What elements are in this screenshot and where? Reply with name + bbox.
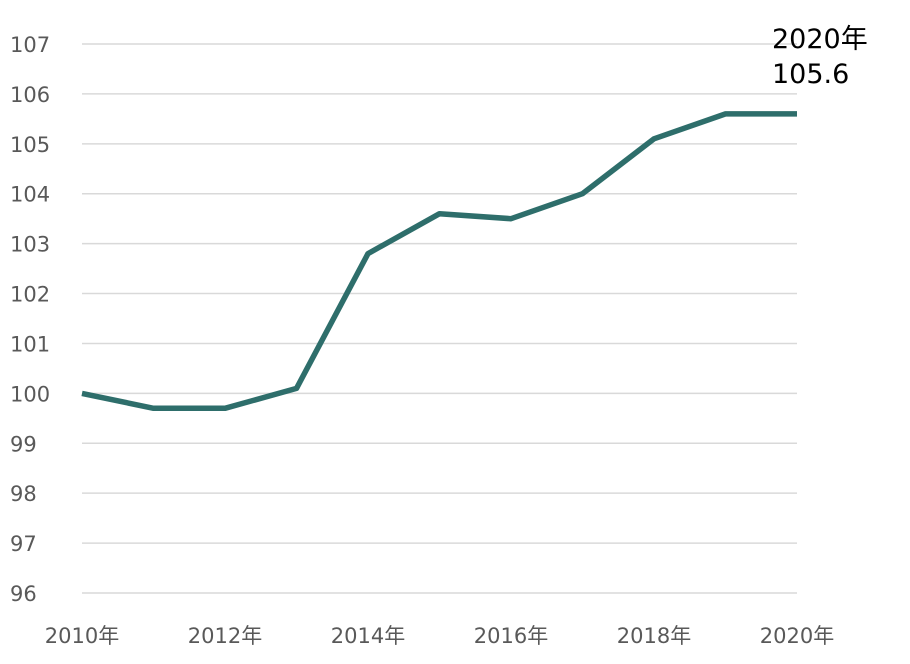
x-tick-label: 2014年 bbox=[331, 624, 405, 648]
x-axis-tick-labels: 2010年 2012年 2014年 2016年 2018年 2020年 bbox=[45, 624, 834, 648]
y-tick-label: 98 bbox=[10, 482, 37, 506]
y-tick-label: 96 bbox=[10, 582, 37, 606]
series-layer bbox=[81, 111, 797, 412]
y-tick-label: 100 bbox=[10, 382, 50, 406]
y-tick-label: 107 bbox=[10, 33, 50, 57]
x-tick-label: 2016年 bbox=[474, 624, 548, 648]
y-tick-label: 99 bbox=[10, 432, 37, 456]
y-tick-label: 97 bbox=[10, 532, 37, 556]
gridlines bbox=[82, 43, 797, 594]
series-line-0 bbox=[81, 111, 797, 412]
x-tick-label: 2010年 bbox=[45, 624, 119, 648]
y-tick-label: 102 bbox=[10, 283, 50, 307]
x-tick-label: 2020年 bbox=[760, 624, 834, 648]
end-value-annotation: 2020年 105.6 bbox=[772, 24, 868, 90]
y-axis-tick-labels: 96 97 98 99 100 101 102 103 104 105 106 107 bbox=[10, 33, 50, 606]
y-tick-label: 106 bbox=[10, 83, 50, 107]
y-tick-label: 105 bbox=[10, 133, 50, 157]
x-tick-label: 2012年 bbox=[188, 624, 262, 648]
y-tick-label: 104 bbox=[10, 183, 50, 207]
y-tick-label: 101 bbox=[10, 332, 50, 356]
x-tick-label: 2018年 bbox=[617, 624, 691, 648]
annotation-year-label: 2020年 bbox=[772, 24, 868, 55]
y-tick-label: 103 bbox=[10, 233, 50, 257]
annotation-value-label: 105.6 bbox=[772, 59, 849, 90]
